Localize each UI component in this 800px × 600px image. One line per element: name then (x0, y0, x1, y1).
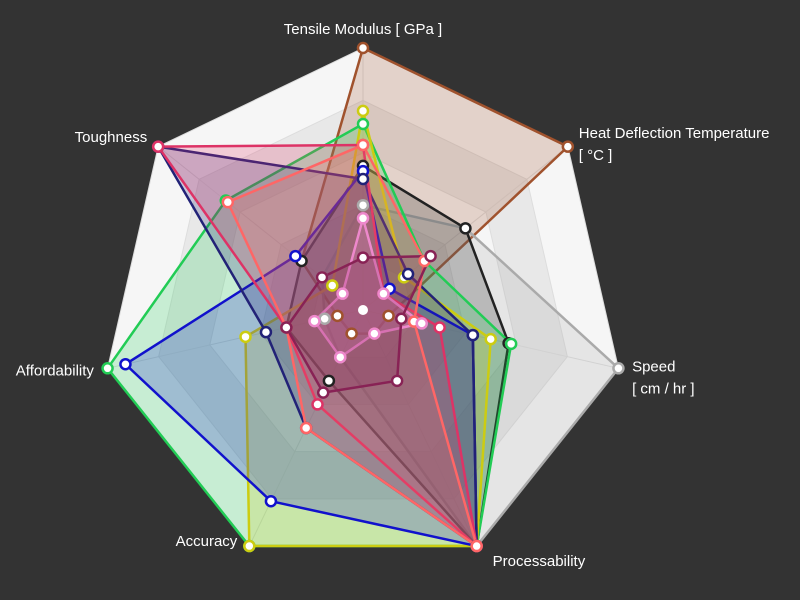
data-point (401, 267, 415, 281)
series-area (313, 217, 423, 359)
data-point (316, 386, 330, 399)
data-point (322, 374, 336, 388)
data-point (101, 362, 114, 375)
data-point (612, 362, 625, 375)
axis-label: [ °C ] (579, 147, 613, 164)
data-point (336, 287, 349, 300)
data-point (264, 494, 278, 508)
data-point (315, 271, 329, 284)
data-point (356, 41, 370, 55)
axis-label: Accuracy (176, 533, 238, 550)
data-point (151, 140, 165, 153)
data-point (239, 330, 252, 344)
data-point (119, 357, 132, 371)
data-point (415, 317, 428, 330)
data-point (308, 314, 321, 328)
series-area (320, 203, 620, 548)
data-point (382, 309, 395, 323)
axis-label: Processability (493, 553, 586, 570)
data-point (470, 539, 483, 553)
data-point (504, 337, 518, 351)
series-area (156, 143, 478, 548)
axis-label: Tensile Modulus [ GPa ] (284, 21, 442, 38)
data-point (326, 279, 339, 292)
axis-label: [ cm / hr ] (632, 380, 695, 397)
data-point (331, 309, 344, 323)
data-point (356, 104, 370, 118)
data-point (377, 287, 390, 300)
center-dot (358, 305, 368, 315)
axis-label: Toughness (75, 129, 148, 146)
data-point (459, 222, 472, 235)
axis-label: Speed (632, 358, 675, 375)
data-point (484, 332, 497, 346)
data-point (243, 539, 256, 553)
series-area (124, 169, 478, 548)
data-point (334, 350, 347, 364)
axis-line (362, 309, 478, 547)
data-point (424, 249, 437, 263)
data-point (368, 327, 381, 340)
data-point (311, 398, 324, 411)
series-area (300, 46, 570, 335)
data-point (356, 172, 370, 186)
data-point (289, 249, 302, 263)
axis-label: Heat Deflection Temperature (579, 125, 770, 142)
data-point (259, 325, 273, 339)
data-point (561, 140, 575, 153)
data-point (318, 312, 331, 325)
data-point (299, 421, 313, 435)
series-area (244, 109, 492, 548)
data-point (356, 198, 370, 212)
data-point (221, 195, 235, 209)
data-point (356, 212, 370, 225)
data-point (356, 251, 370, 264)
data-point (466, 328, 480, 342)
data-point (345, 327, 358, 340)
data-point (433, 321, 446, 334)
series-area (285, 164, 510, 548)
data-point (280, 321, 293, 334)
axis-label: Affordability (16, 362, 95, 379)
data-point (390, 374, 404, 388)
data-point (356, 117, 370, 131)
data-point (395, 312, 408, 325)
data-point (356, 138, 370, 152)
